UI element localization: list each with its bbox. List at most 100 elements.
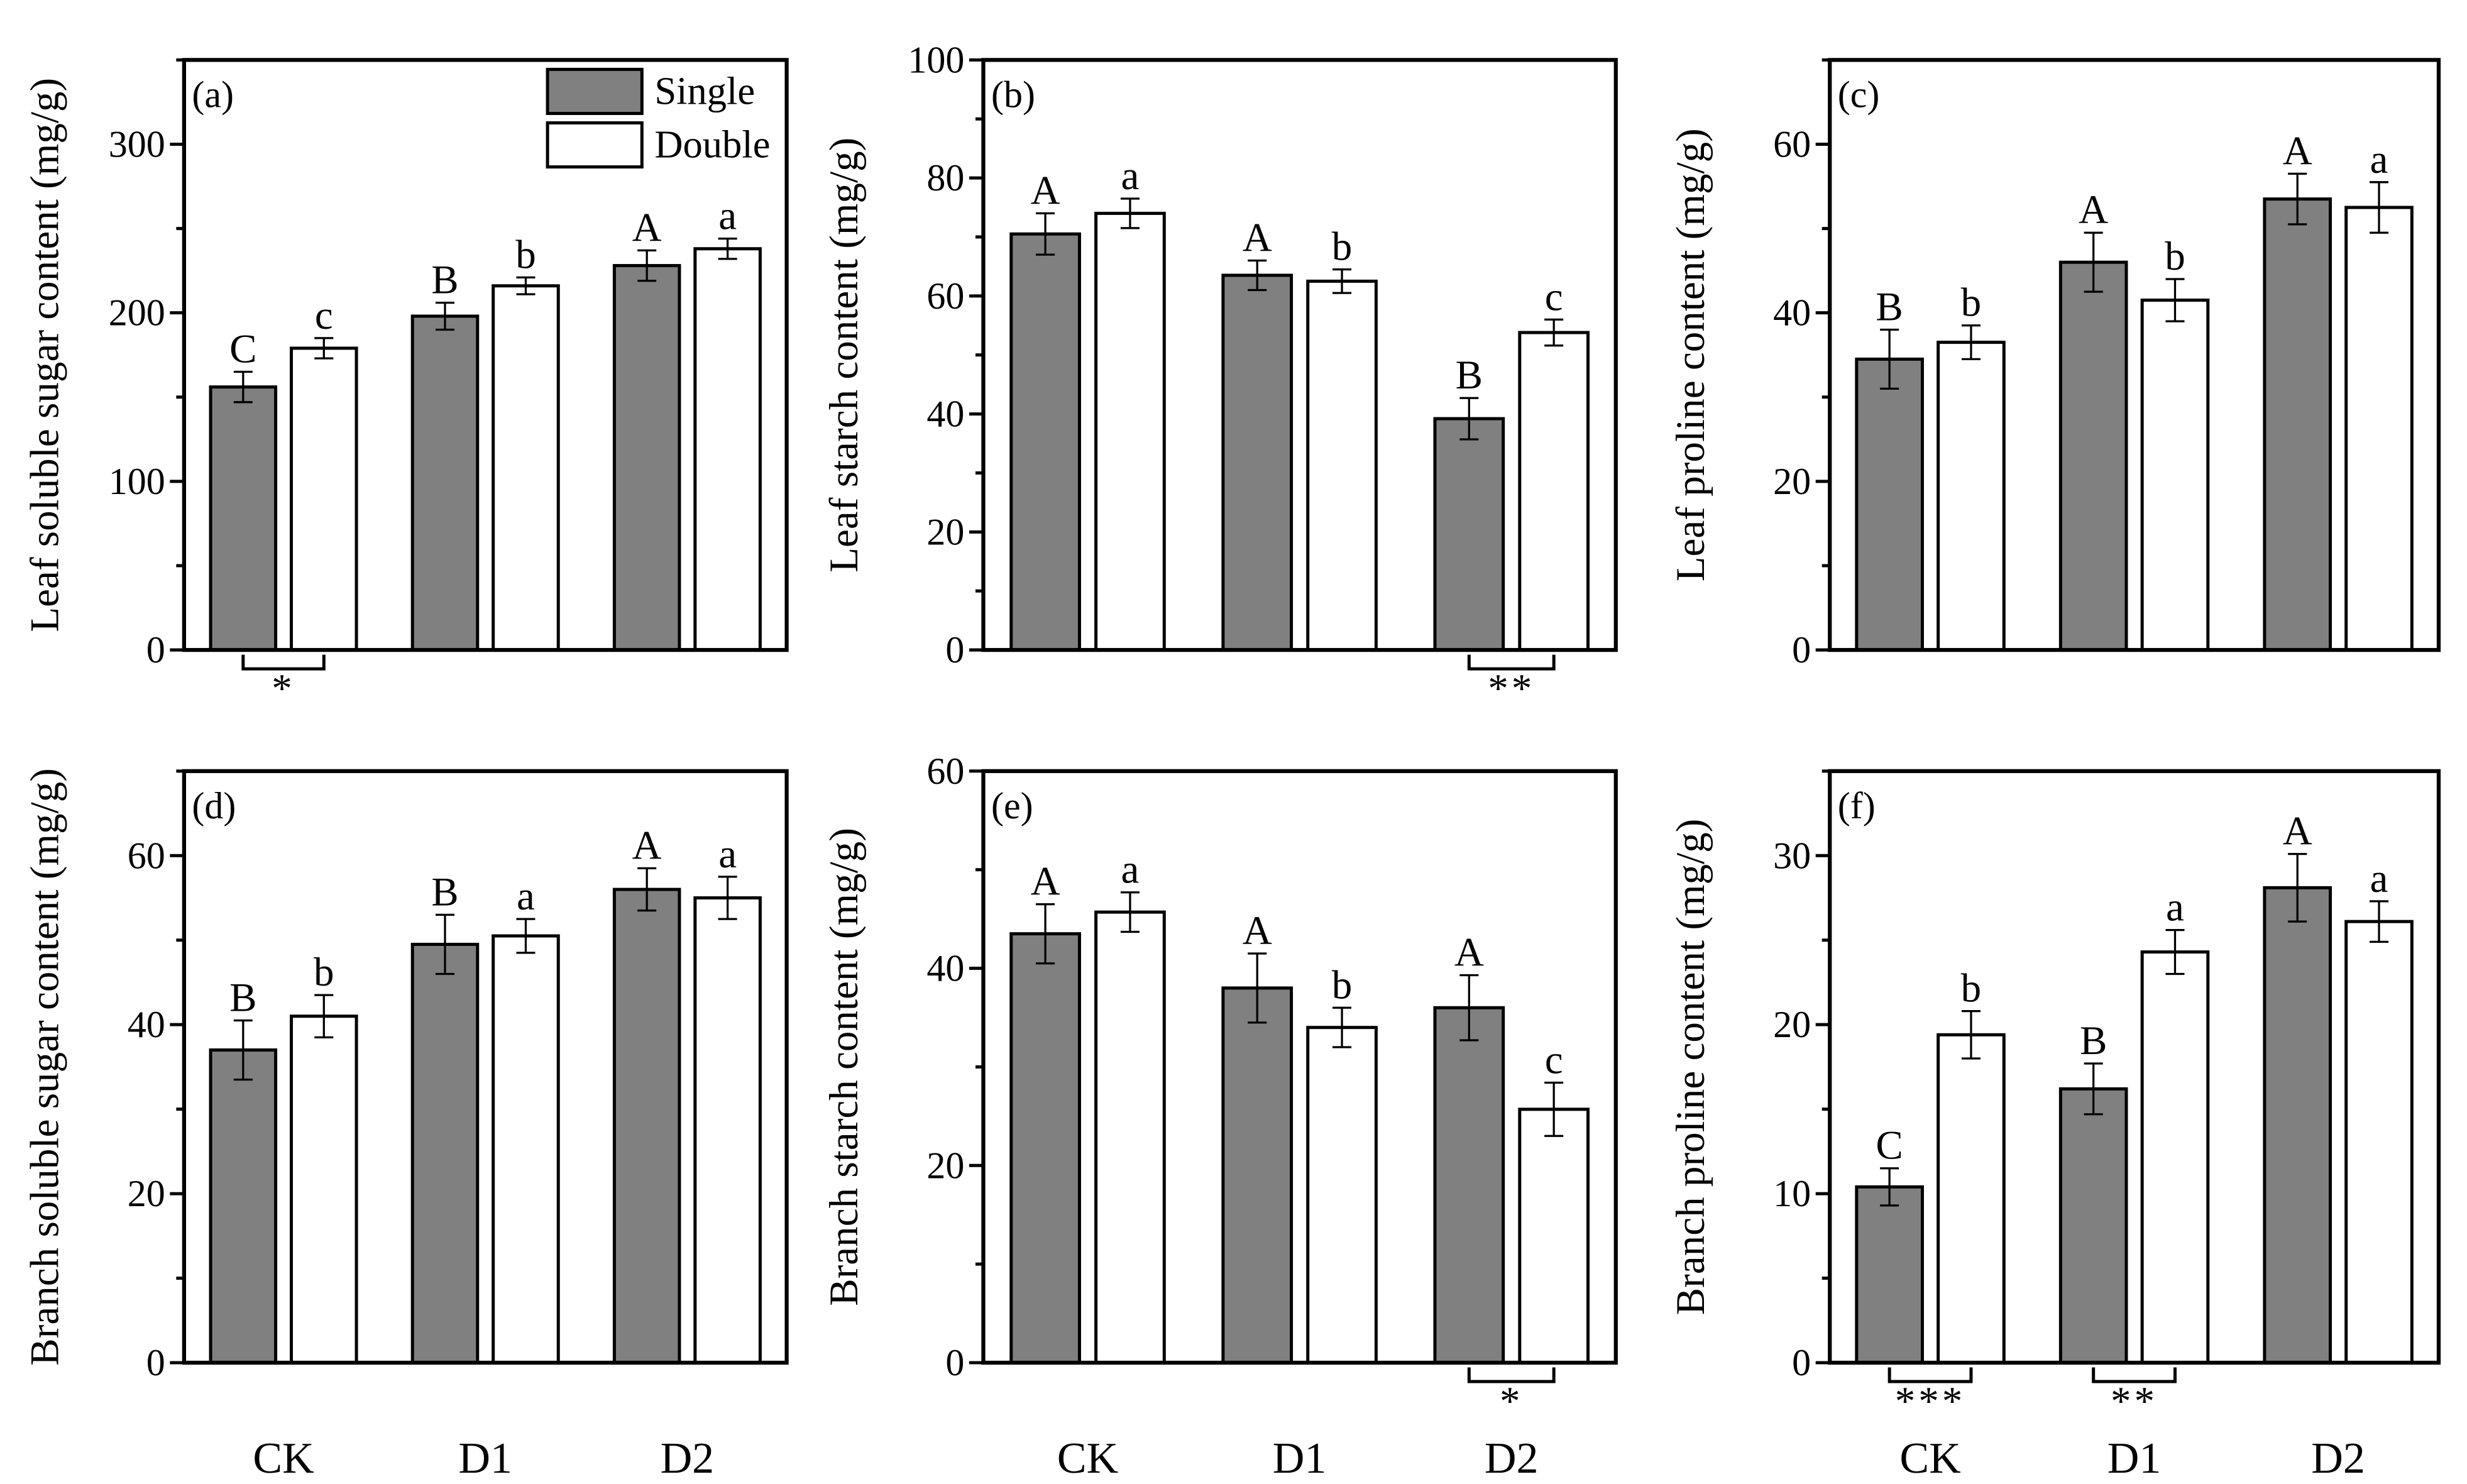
y-tick-label: 40 [128, 1003, 165, 1045]
y-tick-label: 100 [908, 38, 964, 80]
significance-letter: a [1121, 153, 1140, 199]
significance-letter: a [1121, 847, 1140, 893]
y-tick-label: 60 [926, 750, 964, 792]
significance-letter: c [1545, 274, 1563, 319]
significance-letter: a [2166, 885, 2184, 930]
x-tick-label: CK [253, 1434, 314, 1483]
plot-frame [981, 58, 1618, 652]
x-tick-label: D2 [661, 1434, 715, 1483]
panel-label: (b) [991, 73, 1035, 115]
bar-single-D2 [2263, 886, 2332, 1365]
y-tick-label: 300 [109, 123, 165, 165]
bar-double-CK [1937, 341, 2006, 652]
plot-frame [1828, 58, 2441, 652]
legend: Single Double [546, 67, 771, 169]
bar-double-CK [1937, 1033, 2006, 1365]
significance-bracket [2092, 1367, 2177, 1383]
panel-label: (c) [1838, 73, 1880, 115]
y-tick-label: 0 [146, 629, 165, 671]
significance-letter: b [1961, 280, 1982, 326]
significance-stars: ** [1488, 666, 1535, 712]
bar-double-CK [1094, 211, 1166, 652]
significance-letter: b [1332, 962, 1353, 1008]
x-tick-label: CK [1899, 1434, 1960, 1483]
significance-letter: A [2079, 187, 2108, 233]
plot-frame [1828, 769, 2441, 1365]
bar-double-D1 [2140, 950, 2210, 1365]
bar-double-CK [290, 346, 358, 652]
bar-single-D1 [410, 314, 480, 652]
significance-stars: * [1500, 1379, 1524, 1424]
bar-double-D1 [1306, 1026, 1378, 1365]
significance-letter: a [718, 832, 737, 877]
y-tick-label: 40 [926, 393, 964, 435]
y-tick-label: 60 [1773, 123, 1811, 165]
significance-letter: A [1031, 168, 1060, 213]
bar-single-D1 [2058, 1087, 2128, 1365]
bar-double-D2 [693, 247, 762, 652]
significance-letter: b [2165, 234, 2185, 279]
panel-label: (a) [192, 73, 234, 115]
significance-letter: C [1876, 1123, 1903, 1168]
bar-double-D2 [1518, 331, 1590, 652]
bar-single-D2 [2263, 197, 2332, 652]
bar-double-CK [290, 1014, 358, 1365]
y-tick-label: 100 [109, 460, 165, 502]
y-axis-label: Branch soluble sugar content (mg/g) [23, 768, 68, 1366]
legend-swatch-double [546, 121, 644, 169]
significance-letter: B [2080, 1018, 2107, 1064]
bar-single-D2 [1433, 1006, 1505, 1365]
significance-letter: A [1031, 859, 1060, 904]
bar-single-D1 [2058, 260, 2128, 652]
y-axis-label: Branch proline content (mg/g) [1668, 819, 1713, 1316]
bar-single-CK [1009, 932, 1081, 1365]
y-tick-label: 60 [926, 275, 964, 317]
bar-double-CK [1094, 910, 1166, 1365]
plot-frame [981, 769, 1618, 1365]
bar-single-CK [1855, 1185, 1924, 1365]
significance-letter: b [515, 232, 536, 277]
panel-label: (f) [1838, 784, 1876, 827]
significance-letter: b [1332, 224, 1353, 270]
panel-c: 0 20 40 60 Leaf proline content (mg/g) B A Ab b a… [1668, 58, 2441, 671]
bar-single-CK [1855, 357, 1924, 652]
y-axis-label: Leaf starch content (mg/g) [821, 138, 867, 573]
bar-single-CK [209, 1048, 278, 1365]
panel-f: 0 10 20 30 Branch proline content (mg/g) C B Ab… [1668, 769, 2441, 1483]
bar-double-D2 [1518, 1108, 1590, 1365]
y-tick-label: 30 [1773, 834, 1811, 876]
y-axis-label: Leaf proline content (mg/g) [1668, 128, 1713, 581]
y-tick-label: 0 [945, 1341, 964, 1383]
x-tick-label: D1 [1273, 1434, 1327, 1483]
y-tick-label: 20 [1773, 1003, 1811, 1045]
panel-b: 0 20 40 60 80 100 Leaf starch content (mg/g) A A… [821, 38, 1618, 712]
bar-single-D2 [1433, 417, 1505, 652]
significance-bracket [241, 654, 326, 671]
x-tick-label: CK [1057, 1434, 1118, 1483]
panel-d: 0 20 40 60 Branch soluble sugar content (mg/… [23, 768, 789, 1483]
significance-stars: * [272, 666, 295, 712]
significance-stars: ** [2111, 1379, 2158, 1424]
significance-letter: c [315, 293, 333, 338]
significance-letter: A [1243, 908, 1272, 954]
bar-single-CK [1009, 232, 1081, 652]
significance-letter: B [431, 258, 458, 303]
y-tick-label: 20 [926, 1144, 964, 1186]
bar-double-D2 [693, 896, 762, 1365]
significance-letter: b [314, 950, 334, 995]
significance-letter: a [2370, 856, 2388, 901]
panel-label: (d) [192, 784, 236, 827]
significance-letter: B [431, 869, 458, 915]
bar-double-D1 [1306, 279, 1378, 652]
significance-letter: C [229, 327, 256, 372]
significance-letter: A [1454, 930, 1484, 976]
panel-e: 0 20 40 60 Branch starch content (mg/g) A A Aa b… [821, 750, 1618, 1483]
significance-letter: A [632, 823, 662, 868]
plot-frame [182, 769, 789, 1365]
bar-single-CK [209, 385, 278, 652]
bar-single-D2 [612, 888, 681, 1365]
bar-single-D1 [1221, 273, 1294, 652]
bar-double-D2 [2344, 206, 2414, 652]
significance-letter: A [1243, 216, 1272, 261]
bar-single-D1 [410, 942, 480, 1365]
